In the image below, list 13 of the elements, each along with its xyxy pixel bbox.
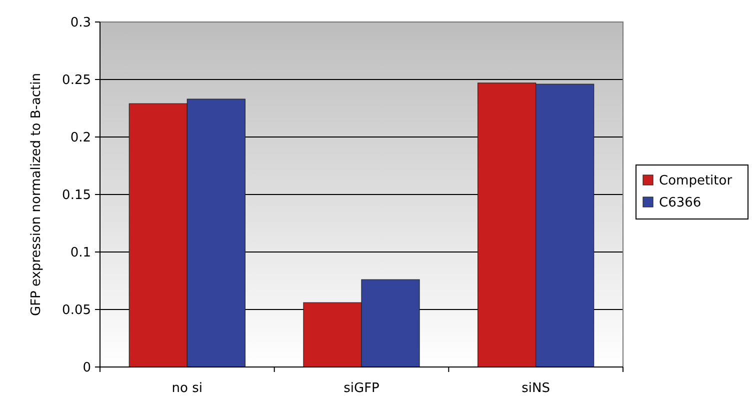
y-tick-label: 0.1 <box>70 246 91 261</box>
y-tick-label: 0.25 <box>62 73 91 88</box>
y-tick-label: 0.2 <box>70 130 91 146</box>
y-tick-label: 0.3 <box>70 16 91 31</box>
y-tick-label: 0 <box>82 360 91 376</box>
y-axis-title: GFP expression normalized to B-actin <box>29 72 44 316</box>
y-tick-label: 0.05 <box>62 303 91 318</box>
x-tick-label: siNS <box>522 381 550 396</box>
legend-label: C6366 <box>659 196 702 211</box>
y-tick-label: 0.15 <box>62 188 91 204</box>
x-tick-label: no si <box>172 381 203 396</box>
x-tick-label: siGFP <box>344 381 380 396</box>
legend-label: Competitor <box>659 174 733 189</box>
